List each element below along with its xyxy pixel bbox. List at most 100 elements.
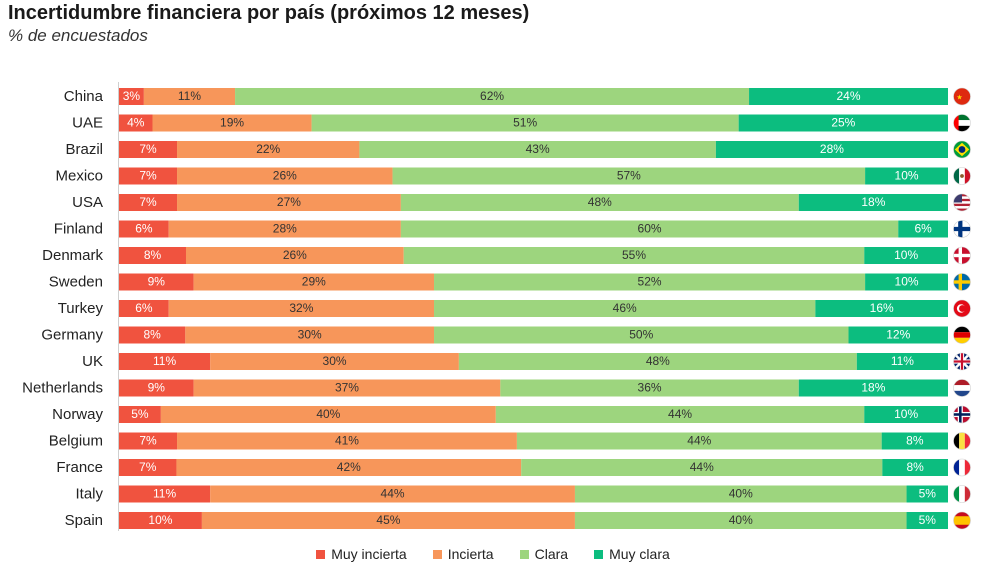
svg-text:★: ★ (956, 93, 962, 101)
bar-segment (152, 114, 312, 132)
bar-segment (434, 273, 866, 291)
bar-segment (119, 141, 178, 158)
data-label: 10% (148, 513, 172, 527)
data-label: 10% (894, 407, 918, 421)
data-label: 7% (139, 195, 157, 209)
bar-segment (798, 379, 948, 397)
data-label: 29% (302, 275, 326, 289)
data-label: 32% (289, 301, 313, 315)
bar-segment (235, 88, 750, 105)
data-label: 52% (638, 275, 662, 289)
chart-legend: Muy incierta Incierta Clara Muy clara (0, 546, 986, 562)
data-label: 60% (638, 222, 662, 236)
data-label: 7% (139, 169, 157, 183)
data-label: 50% (629, 328, 653, 342)
bar-segment (400, 194, 799, 211)
bar-segment (168, 220, 401, 238)
sweden-flag-icon (953, 273, 971, 291)
data-label: 7% (139, 434, 157, 448)
bar-segment (119, 220, 169, 238)
legend-label: Muy incierta (331, 546, 407, 562)
bar-segment (119, 247, 186, 264)
bar-segment (881, 432, 948, 450)
category-label: Turkey (58, 300, 104, 317)
bar-segment (574, 485, 907, 503)
data-label: 46% (613, 301, 637, 315)
bar-segment (119, 432, 178, 450)
category-label: Norway (52, 406, 103, 423)
data-label: 44% (381, 487, 405, 501)
turkey-flag-icon (953, 299, 971, 318)
category-label: UK (82, 353, 103, 370)
data-label: 41% (335, 434, 359, 448)
bar-segment (856, 353, 948, 370)
uk-flag-icon (953, 352, 971, 371)
category-label: Italy (75, 485, 103, 502)
bar-segment (177, 194, 401, 211)
data-label: 18% (861, 195, 885, 209)
bar-segment (119, 406, 161, 423)
legend-item: Muy clara (594, 546, 670, 562)
bar-segment (458, 353, 857, 370)
bar-segment (500, 379, 799, 397)
bar-segment (185, 247, 404, 264)
bar-segment (119, 512, 202, 529)
bar-segment (119, 88, 144, 105)
data-label: 26% (283, 248, 307, 262)
finland-flag-icon (953, 220, 971, 238)
bar-segment (160, 406, 496, 423)
data-label: 30% (323, 354, 347, 368)
data-label: 44% (690, 460, 714, 474)
germany-flag-icon (953, 326, 971, 344)
data-label: 22% (256, 142, 280, 156)
category-label: China (64, 88, 104, 105)
legend-swatch (316, 549, 326, 559)
usa-flag-icon (953, 193, 971, 212)
legend-item: Clara (519, 546, 568, 562)
bar-segment (119, 459, 177, 476)
data-label: 7% (139, 142, 157, 156)
bar-segment (865, 167, 948, 185)
bar-segment (906, 485, 948, 503)
data-label: 11% (153, 354, 176, 368)
data-label: 36% (638, 381, 662, 395)
data-label: 45% (376, 513, 400, 527)
category-label: Spain (65, 512, 103, 529)
data-label: 26% (273, 169, 297, 183)
legend-item: Incierta (432, 546, 494, 562)
norway-flag-icon (953, 405, 971, 424)
bar-segment (906, 512, 948, 529)
bar-segment (177, 141, 360, 158)
data-label: 11% (178, 89, 201, 103)
china-flag-icon: ★ (953, 87, 971, 106)
data-label: 37% (335, 381, 359, 395)
bar-segment (193, 379, 501, 397)
data-label: 57% (617, 169, 641, 183)
belgium-flag-icon (953, 432, 971, 450)
bar-segment (749, 88, 948, 105)
category-label: Brazil (65, 141, 103, 158)
bar-segment (738, 114, 948, 132)
data-label: 6% (135, 301, 153, 315)
data-label: 40% (316, 407, 340, 421)
bar-segment (848, 326, 948, 344)
category-label: USA (72, 194, 103, 211)
data-label: 5% (919, 513, 937, 527)
bar-segment (864, 247, 948, 264)
bar-segment (176, 459, 522, 476)
bar-segment (185, 326, 435, 344)
bar-segment (210, 485, 575, 503)
data-label: 62% (480, 89, 504, 103)
bar-segment (119, 326, 186, 344)
category-label: Germany (41, 326, 103, 343)
bar-segment (392, 167, 866, 185)
bar-segment (715, 141, 948, 158)
spain-flag-icon (953, 511, 971, 530)
data-label: 19% (220, 116, 244, 130)
data-label: 8% (906, 434, 924, 448)
data-label: 8% (143, 328, 161, 342)
category-label: Belgium (49, 432, 103, 449)
category-label: Mexico (55, 167, 103, 184)
italy-flag-icon (953, 485, 971, 503)
